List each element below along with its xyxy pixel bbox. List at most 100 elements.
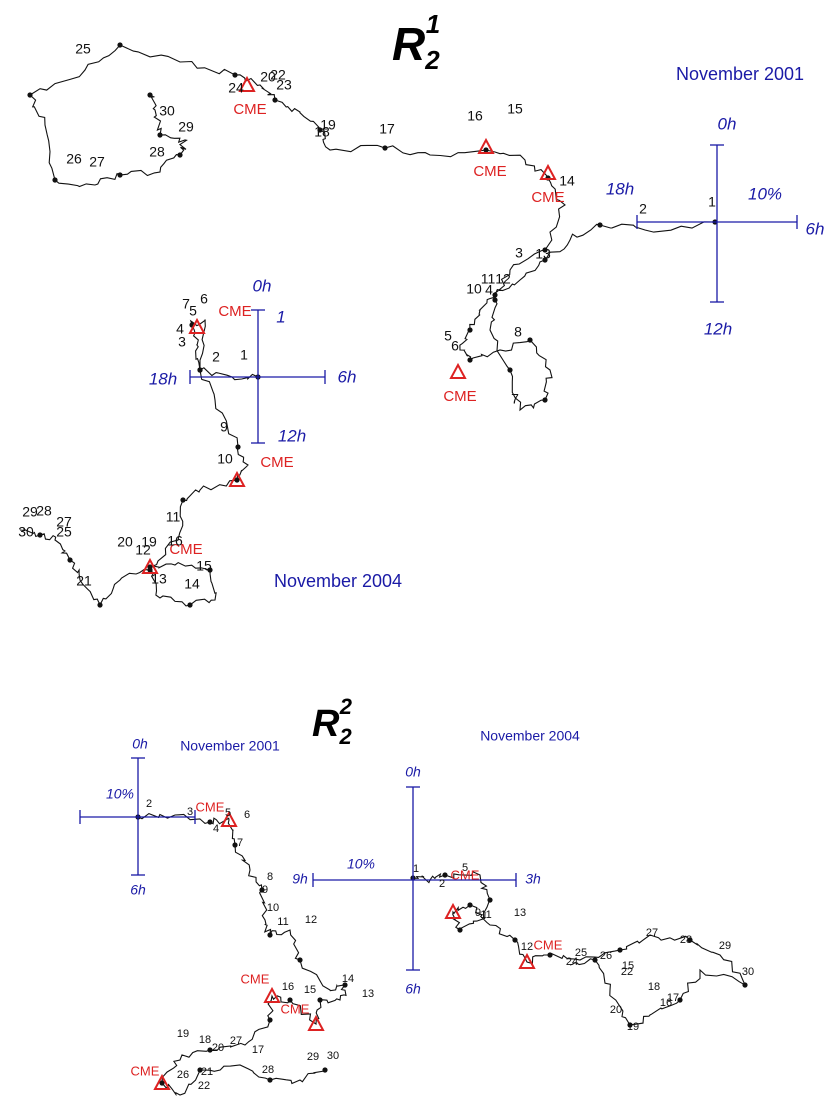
day-label: 10 [217, 451, 233, 467]
day-label: 13 [362, 988, 374, 1000]
day-label: 16 [660, 997, 672, 1009]
day-label: 13 [514, 907, 526, 919]
axis-label: 3h [525, 871, 541, 887]
cme-label: CME [473, 163, 506, 180]
title-main: R [392, 18, 425, 70]
day-label: 26 [177, 1069, 189, 1081]
day-label: 5 [225, 807, 231, 819]
day-label: 1 [240, 347, 248, 363]
axis-label: 9h [292, 871, 308, 887]
day-dot [159, 1080, 165, 1086]
day-dot [180, 497, 186, 503]
day-label: 2 [639, 201, 647, 217]
day-dot [322, 1067, 328, 1073]
day-label: 28 [262, 1064, 274, 1076]
day-dot [457, 927, 463, 933]
day-dot [259, 887, 265, 893]
day-dot [342, 982, 348, 988]
day-label: 16 [467, 108, 483, 124]
day-label: 2 [439, 878, 445, 890]
cme-label: CME [218, 303, 251, 320]
cme-label: CME [169, 541, 202, 558]
cme-marker [539, 163, 557, 180]
day-dot [67, 557, 73, 563]
day-label: 18 [648, 981, 660, 993]
day-label: 18 [199, 1034, 211, 1046]
title: R2 2 [312, 694, 353, 749]
day-dot [272, 97, 278, 103]
axis-label: 0h [253, 276, 272, 295]
day-label: 27 [646, 927, 658, 939]
title-sup: 2 [339, 694, 353, 719]
cme-label: CME [531, 189, 564, 206]
axis-label: 18h [149, 369, 177, 388]
day-label: 21 [201, 1066, 213, 1078]
day-label: 28 [149, 144, 165, 160]
axis-label: 12h [704, 319, 732, 338]
day-dot [542, 397, 548, 403]
day-label: 13 [151, 571, 167, 587]
day-dot [597, 222, 603, 228]
day-label: 12 [135, 542, 151, 558]
axis-label: 6h [405, 981, 421, 997]
day-label: 5 [462, 862, 468, 874]
day-label: 5 [444, 328, 452, 344]
day-label: 7 [237, 837, 243, 849]
day-dot [467, 902, 473, 908]
plot-label: November 2004 [480, 728, 580, 744]
cme-marker [307, 1014, 325, 1031]
day-dot [27, 92, 33, 98]
day-dot [492, 297, 498, 303]
day-label: 10 [466, 281, 482, 297]
day-dot [52, 177, 58, 183]
day-dot [177, 152, 183, 158]
day-dot [627, 1022, 633, 1028]
cme-marker [444, 902, 462, 919]
day-label: 2 [212, 349, 220, 365]
day-dot [187, 602, 193, 608]
day-dot [37, 532, 43, 538]
day-label: 19 [177, 1028, 189, 1040]
cme-label: CME [233, 101, 266, 118]
day-label: 26 [600, 950, 612, 962]
trajectory [19, 319, 259, 607]
day-label: 21 [76, 573, 92, 589]
title-main: R [312, 703, 340, 745]
day-dot [197, 367, 203, 373]
day-label: 27 [56, 514, 72, 530]
cme-label: CME [443, 388, 476, 405]
day-label: 8 [267, 871, 273, 883]
day-dot [147, 567, 153, 573]
day-label: 16 [167, 533, 183, 549]
day-label: 1 [708, 194, 716, 210]
axis-label: 0h [718, 114, 737, 133]
plot-label: November 2001 [180, 738, 280, 754]
day-label: 18 [314, 124, 330, 140]
cme-marker [449, 362, 467, 379]
cme-marker [141, 557, 159, 574]
title-sub: 2 [424, 45, 440, 75]
cme-marker [238, 75, 256, 92]
day-label: 7 [511, 391, 519, 407]
day-label: 14 [342, 973, 354, 985]
axis-label: 1 [276, 307, 285, 326]
day-label: 26 [66, 151, 82, 167]
day-dot [742, 982, 748, 988]
day-label: 25 [75, 41, 91, 57]
day-label: 16 [282, 981, 294, 993]
axis-label: 10% [347, 856, 375, 872]
plot-label: November 2004 [274, 571, 402, 591]
day-dot [317, 997, 323, 1003]
day-label: 9 [475, 907, 481, 919]
day-dot [197, 1067, 203, 1073]
day-label: 24 [228, 80, 244, 96]
day-dot [592, 957, 598, 963]
day-label: 6 [244, 809, 250, 821]
day-label: 9 [262, 884, 268, 896]
day-label: 14 [184, 576, 200, 592]
axis-label: 0h [405, 764, 421, 780]
day-dot [97, 602, 103, 608]
day-label: 17 [667, 992, 679, 1004]
day-label: 17 [379, 121, 395, 137]
